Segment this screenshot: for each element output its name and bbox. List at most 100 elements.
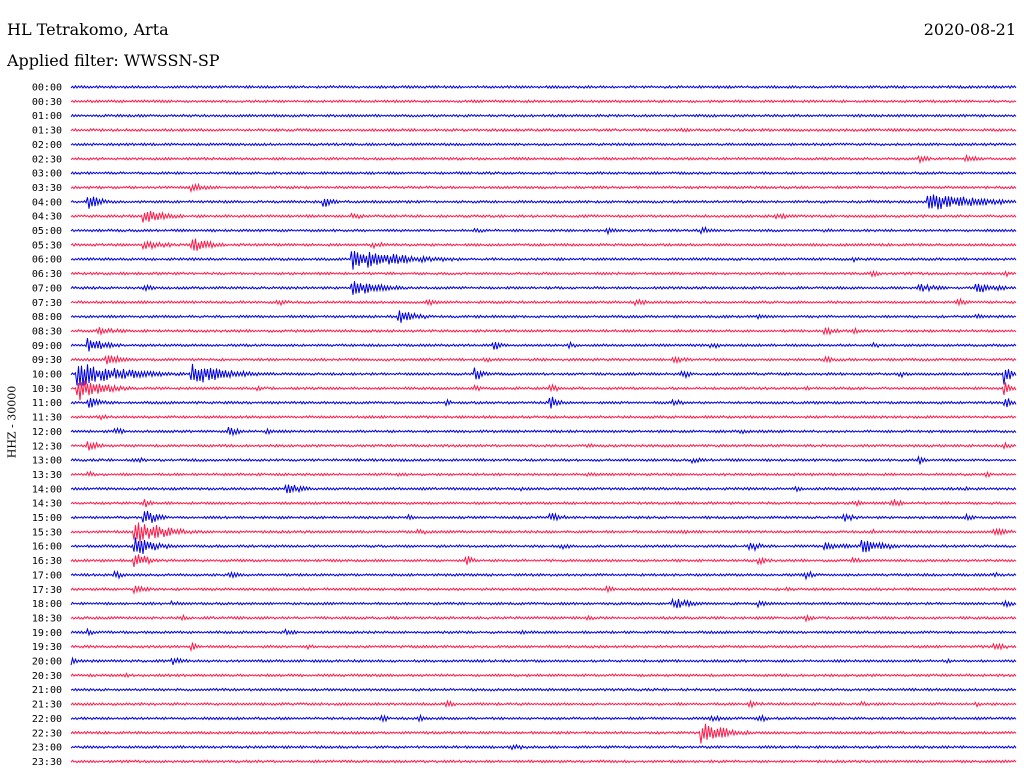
time-label: 16:30 [32,556,62,567]
trace-2330 [70,759,1017,764]
time-label: 07:30 [32,298,62,309]
filter-label: Applied filter: WWSSN-SP [7,51,220,70]
trace-1000 [70,363,1017,386]
trace-2230 [70,723,1017,744]
time-label: 18:00 [32,599,62,610]
trace-2200 [70,713,1017,724]
time-label: 22:30 [32,728,62,739]
trace-1930 [70,642,1017,653]
time-label: 22:00 [32,714,62,725]
trace-1330 [70,470,1017,479]
trace-0600 [70,251,1017,270]
time-label: 10:00 [32,370,62,381]
trace-0400 [70,194,1017,210]
trace-0300 [70,170,1017,176]
trace-0930 [70,354,1017,365]
time-label: 23:00 [32,743,62,754]
trace-2130 [70,699,1017,709]
time-label: 08:00 [32,312,62,323]
trace-0630 [70,269,1017,278]
trace-1800 [70,597,1017,609]
time-label: 19:30 [32,642,62,653]
time-label: 16:00 [32,542,62,553]
time-label: 03:00 [32,169,62,180]
time-label: 14:30 [32,499,62,510]
time-label: 01:00 [32,111,62,122]
date-label: 2020-08-21 [923,20,1016,39]
trace-1400 [70,483,1017,494]
time-label: 21:30 [32,700,62,711]
time-label: 11:30 [32,413,62,424]
trace-2100 [70,687,1017,692]
time-label: 11:00 [32,398,62,409]
time-label: 13:30 [32,470,62,481]
trace-0700 [70,281,1017,295]
trace-0800 [70,310,1017,323]
time-label: 15:00 [32,513,62,524]
trace-group [70,84,1017,764]
trace-1530 [70,522,1017,543]
time-label: 17:00 [32,570,62,581]
time-label: 09:00 [32,341,62,352]
station-title: HL Tetrakomo, Arta [7,20,169,39]
time-label: 18:30 [32,613,62,624]
trace-0100 [70,113,1017,118]
time-label: 15:30 [32,527,62,538]
trace-1600 [70,537,1017,555]
time-label: 02:30 [32,154,62,165]
time-label: 07:00 [32,283,62,294]
trace-1030 [70,380,1017,401]
time-label-group: 00:00 00:30 01:00 01:30 02:00 02:30 03:00 03:30… [32,83,62,768]
time-label: 23:30 [32,757,62,768]
time-label: 00:00 [32,83,62,94]
trace-0730 [70,297,1017,307]
time-label: 09:30 [32,355,62,366]
time-label: 20:30 [32,671,62,682]
time-label: 12:00 [32,427,62,438]
trace-0200 [70,142,1017,147]
trace-1130 [70,414,1017,421]
trace-2030 [70,672,1017,679]
time-label: 01:30 [32,126,62,137]
time-label: 21:00 [32,685,62,696]
time-label: 05:00 [32,226,62,237]
trace-0500 [70,225,1017,236]
trace-0230 [70,153,1017,165]
trace-2300 [70,743,1017,751]
time-label: 06:00 [32,255,62,266]
time-label: 00:30 [32,97,62,108]
trace-0330 [70,182,1017,194]
trace-1200 [70,426,1017,437]
trace-1300 [70,455,1017,465]
trace-1830 [70,613,1017,623]
time-label: 03:30 [32,183,62,194]
trace-1900 [70,627,1017,637]
trace-0000 [70,84,1017,90]
trace-0830 [70,326,1017,337]
time-label: 02:00 [32,140,62,151]
time-label: 17:30 [32,585,62,596]
time-label: 12:30 [32,441,62,452]
time-label: 10:30 [32,384,62,395]
time-label: 13:00 [32,456,62,467]
trace-0430 [70,210,1017,223]
trace-1230 [70,441,1017,451]
trace-1700 [70,569,1017,581]
trace-0030 [70,99,1017,104]
time-label: 20:00 [32,657,62,668]
time-label: 05:30 [32,240,62,251]
time-label: 14:00 [32,484,62,495]
trace-1630 [70,554,1017,567]
trace-0900 [70,338,1017,352]
time-label: 04:00 [32,197,62,208]
trace-1730 [70,584,1017,595]
trace-1100 [70,396,1017,409]
trace-2000 [70,656,1017,666]
time-label: 19:00 [32,628,62,639]
trace-0530 [70,238,1017,251]
trace-1500 [70,510,1017,523]
trace-1430 [70,498,1017,508]
time-label: 04:30 [32,212,62,223]
trace-0130 [70,127,1017,133]
